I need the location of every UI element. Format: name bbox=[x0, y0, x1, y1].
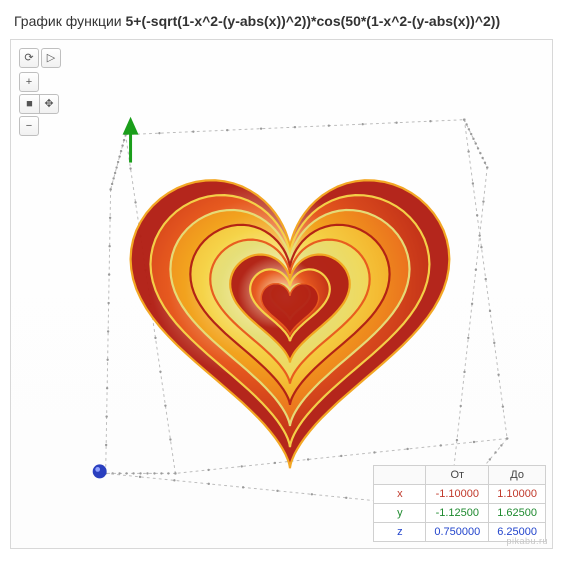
z-axis-origin bbox=[93, 464, 107, 478]
page-title: График функции 5+(-sqrt(1-x^2-(y-abs(x))… bbox=[0, 0, 563, 39]
range-from: -1.10000 bbox=[426, 484, 489, 503]
range-from: 0.750000 bbox=[426, 522, 489, 541]
range-axis-label: z bbox=[374, 522, 426, 541]
range-header-to: До bbox=[489, 465, 546, 484]
title-prefix: График функции bbox=[14, 13, 126, 29]
range-corner bbox=[374, 465, 426, 484]
y-axis-arrow bbox=[123, 117, 139, 135]
watermark: pikabu.ru bbox=[506, 536, 548, 546]
heart-surface bbox=[131, 180, 450, 468]
range-header-from: От bbox=[426, 465, 489, 484]
range-from: -1.12500 bbox=[426, 503, 489, 522]
range-to: 1.62500 bbox=[489, 503, 546, 522]
function-expression: 5+(-sqrt(1-x^2-(y-abs(x))^2))*cos(50*(1-… bbox=[126, 13, 501, 29]
range-table: От До x-1.100001.10000y-1.125001.62500z0… bbox=[373, 465, 546, 542]
range-to: 1.10000 bbox=[489, 484, 546, 503]
range-axis-label: y bbox=[374, 503, 426, 522]
range-row-y: y-1.125001.62500 bbox=[374, 503, 546, 522]
plot-panel: ⟳ ▷ + ■ ✥ − От До x-1.100001.10000y-1.12… bbox=[10, 39, 553, 549]
range-axis-label: x bbox=[374, 484, 426, 503]
range-row-x: x-1.100001.10000 bbox=[374, 484, 546, 503]
